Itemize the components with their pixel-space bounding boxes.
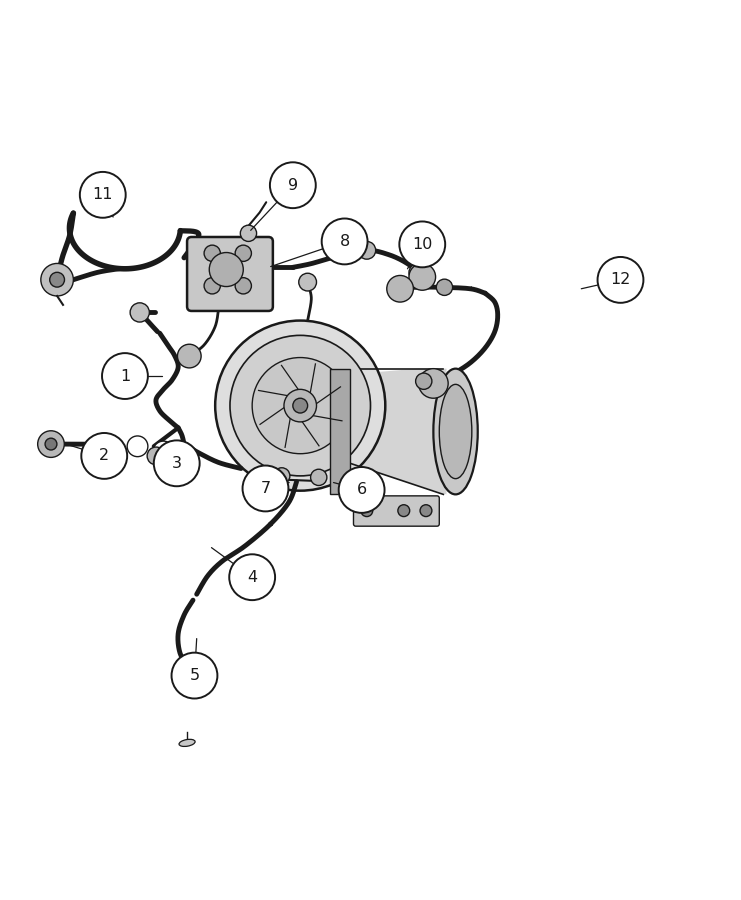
Circle shape [235, 278, 251, 294]
Circle shape [175, 657, 199, 680]
Circle shape [242, 465, 288, 511]
Circle shape [358, 241, 376, 259]
Circle shape [229, 554, 275, 600]
Circle shape [252, 357, 348, 454]
Circle shape [147, 447, 165, 464]
Circle shape [322, 219, 368, 265]
Circle shape [230, 336, 370, 476]
Circle shape [215, 320, 385, 490]
Circle shape [127, 436, 148, 456]
Text: 10: 10 [412, 237, 433, 252]
FancyBboxPatch shape [330, 369, 350, 494]
Text: 5: 5 [190, 668, 199, 683]
Text: 6: 6 [356, 482, 367, 498]
Circle shape [50, 273, 64, 287]
Text: 12: 12 [611, 273, 631, 287]
Circle shape [209, 253, 243, 286]
Circle shape [284, 390, 316, 422]
Ellipse shape [439, 384, 472, 479]
Circle shape [172, 652, 217, 698]
Circle shape [235, 245, 251, 261]
Circle shape [204, 245, 220, 261]
Circle shape [273, 468, 290, 484]
Circle shape [299, 274, 316, 291]
Circle shape [409, 264, 427, 282]
Circle shape [339, 467, 385, 513]
Text: 7: 7 [260, 481, 270, 496]
Circle shape [310, 469, 327, 485]
Ellipse shape [179, 739, 195, 746]
Text: 4: 4 [247, 570, 257, 585]
Circle shape [204, 278, 220, 294]
Circle shape [409, 264, 436, 290]
Circle shape [177, 344, 201, 368]
Circle shape [168, 452, 185, 470]
Circle shape [398, 505, 410, 517]
Circle shape [399, 221, 445, 267]
Text: 2: 2 [99, 448, 110, 464]
Circle shape [436, 279, 453, 295]
Text: 8: 8 [339, 234, 350, 249]
Circle shape [45, 438, 57, 450]
Circle shape [41, 264, 73, 296]
FancyBboxPatch shape [187, 237, 273, 311]
Circle shape [387, 275, 413, 302]
Circle shape [420, 505, 432, 517]
Circle shape [270, 162, 316, 208]
Circle shape [153, 441, 173, 462]
Text: 3: 3 [172, 455, 182, 471]
Circle shape [240, 225, 256, 241]
Text: 11: 11 [93, 187, 113, 202]
Circle shape [361, 505, 373, 517]
Circle shape [293, 398, 308, 413]
Circle shape [130, 302, 150, 322]
Circle shape [38, 431, 64, 457]
Circle shape [154, 440, 199, 486]
Circle shape [597, 257, 643, 302]
Text: 9: 9 [288, 177, 298, 193]
Circle shape [102, 353, 148, 399]
Text: 1: 1 [120, 368, 130, 383]
Circle shape [419, 369, 448, 398]
Circle shape [80, 172, 126, 218]
FancyBboxPatch shape [353, 496, 439, 526]
Ellipse shape [433, 369, 478, 494]
Polygon shape [328, 369, 447, 494]
Circle shape [416, 374, 432, 390]
Circle shape [82, 433, 127, 479]
